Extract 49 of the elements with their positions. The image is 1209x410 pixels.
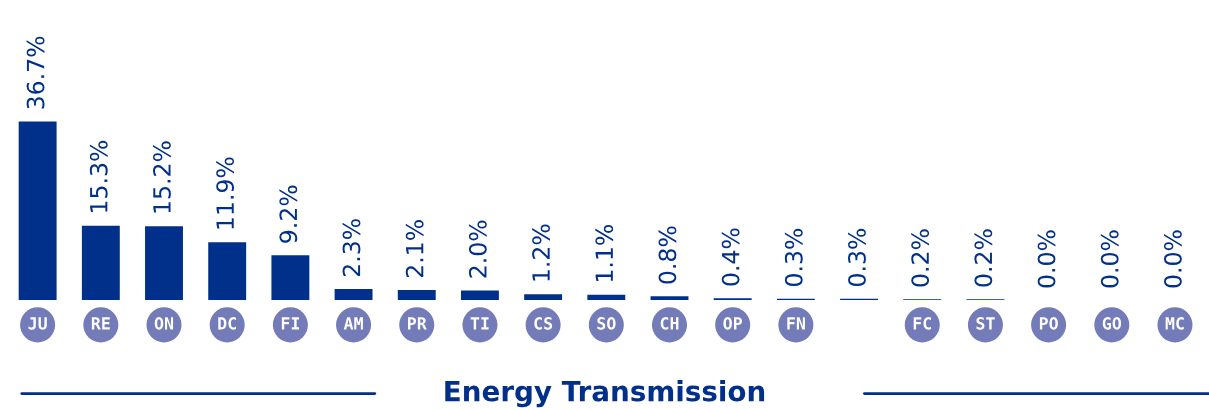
data-label: 0.4% <box>721 228 740 286</box>
data-label: 0.0% <box>1037 230 1056 288</box>
bar <box>460 290 499 301</box>
data-label: 1.1% <box>595 224 614 282</box>
bar <box>650 296 689 301</box>
data-label: 2.3% <box>342 219 361 277</box>
data-label: 0.0% <box>1163 230 1182 288</box>
x-tick-label: PR <box>408 317 427 330</box>
x-tick-label: GO <box>1102 317 1122 330</box>
x-tick-label: JU <box>28 317 47 330</box>
bar <box>524 294 563 301</box>
x-tick-label: CS <box>534 317 553 330</box>
bar <box>81 225 120 301</box>
x-tick-label: PO <box>1039 317 1058 330</box>
data-label: 2.1% <box>405 220 424 278</box>
data-label: 9.2% <box>279 185 298 243</box>
data-label: 0.8% <box>658 226 677 284</box>
x-tick-label: TI <box>470 317 489 330</box>
x-tick-label: CH <box>660 317 679 330</box>
data-label: 15.3% <box>89 140 108 212</box>
data-label: 2.0% <box>468 220 487 278</box>
x-tick-label: SO <box>597 317 616 330</box>
x-tick-label: FN <box>787 317 805 330</box>
x-tick-label: ST <box>976 317 995 330</box>
x-tick-label: FC <box>913 317 932 330</box>
x-tick-label: OP <box>723 317 743 330</box>
bar <box>208 242 247 301</box>
bar <box>587 294 626 301</box>
x-tick-label: RE <box>91 317 110 330</box>
data-label: 1.2% <box>532 224 550 281</box>
data-label: 15.2% <box>153 141 171 213</box>
bar <box>334 288 373 301</box>
bar <box>145 226 183 301</box>
x-tick-label: FI <box>281 317 300 330</box>
data-label: 0.2% <box>911 229 930 287</box>
bar <box>18 121 57 301</box>
data-label: 0.3% <box>784 228 803 286</box>
data-label: 0.3% <box>848 228 866 286</box>
x-tick-label: DC <box>218 317 236 330</box>
data-label: 0.0% <box>1100 230 1119 288</box>
bar <box>397 289 436 301</box>
data-label: 11.9% <box>216 157 235 229</box>
x-tick-label: ON <box>154 317 174 330</box>
data-label: 36.7% <box>26 36 45 109</box>
x-tick-label: MC <box>1165 317 1184 330</box>
x-tick-label: AM <box>343 317 363 330</box>
data-label: 0.2% <box>974 229 993 287</box>
bar <box>271 255 310 301</box>
x-axis-title: Energy Transmission <box>445 380 765 408</box>
